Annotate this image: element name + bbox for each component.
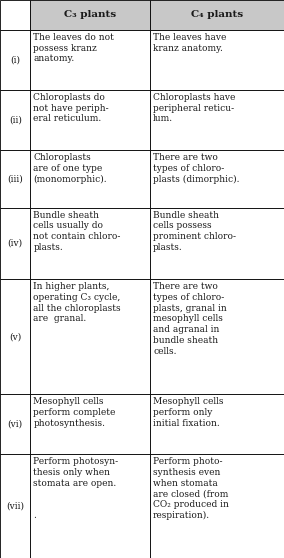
Bar — [30, 30, 150, 90]
Bar — [150, 395, 284, 454]
Bar — [150, 90, 284, 150]
Text: Bundle sheath
cells possess
prominent chloro-
plasts.: Bundle sheath cells possess prominent ch… — [153, 210, 236, 252]
Bar — [150, 208, 284, 279]
Bar — [150, 279, 284, 395]
Text: Mesophyll cells
perform only
initial fixation.: Mesophyll cells perform only initial fix… — [153, 397, 224, 428]
Bar — [30, 0, 150, 30]
Text: Bundle sheath
cells usually do
not contain chloro-
plasts.: Bundle sheath cells usually do not conta… — [34, 210, 121, 252]
Text: (vii): (vii) — [6, 502, 24, 511]
Text: Chloroplasts have
peripheral reticu-
lum.: Chloroplasts have peripheral reticu- lum… — [153, 93, 235, 123]
Bar — [150, 0, 284, 30]
Text: (iv): (iv) — [8, 239, 23, 248]
Bar — [30, 395, 150, 454]
Bar — [0, 90, 30, 150]
Bar — [30, 208, 150, 279]
Text: (ii): (ii) — [9, 116, 22, 124]
Bar — [0, 454, 30, 558]
Text: Mesophyll cells
perform complete
photosynthesis.: Mesophyll cells perform complete photosy… — [34, 397, 116, 428]
Bar — [150, 30, 284, 90]
Text: In higher plants,
operating C₃ cycle,
all the chloroplasts
are  granal.: In higher plants, operating C₃ cycle, al… — [34, 282, 121, 323]
Text: (i): (i) — [10, 55, 20, 65]
Bar — [0, 279, 30, 395]
Bar — [0, 30, 30, 90]
Text: (v): (v) — [9, 332, 21, 341]
Text: (iii): (iii) — [7, 174, 23, 183]
Text: (vi): (vi) — [8, 420, 23, 429]
Text: The leaves do not
possess kranz
anatomy.: The leaves do not possess kranz anatomy. — [34, 33, 114, 64]
Text: Chloroplasts do
not have periph-
eral reticulum.: Chloroplasts do not have periph- eral re… — [34, 93, 109, 123]
Bar — [30, 90, 150, 150]
Text: Chloroplasts
are of one type
(monomorphic).: Chloroplasts are of one type (monomorphi… — [34, 153, 107, 184]
Text: Perform photo-
synthesis even
when stomata
are closed (from
CO₂ produced in
resp: Perform photo- synthesis even when stoma… — [153, 457, 229, 520]
Bar — [0, 0, 30, 30]
Text: Perform photosyn-
thesis only when
stomata are open.


.: Perform photosyn- thesis only when stoma… — [34, 457, 118, 520]
Bar — [0, 395, 30, 454]
Bar — [150, 150, 284, 208]
Bar — [30, 279, 150, 395]
Bar — [150, 454, 284, 558]
Bar — [0, 150, 30, 208]
Bar — [30, 150, 150, 208]
Text: C₄ plants: C₄ plants — [191, 11, 243, 20]
Text: The leaves have
kranz anatomy.: The leaves have kranz anatomy. — [153, 33, 226, 52]
Text: C₃ plants: C₃ plants — [64, 11, 116, 20]
Text: There are two
types of chloro-
plasts, granal in
mesophyll cells
and agranal in
: There are two types of chloro- plasts, g… — [153, 282, 227, 355]
Text: There are two
types of chloro-
plasts (dimorphic).: There are two types of chloro- plasts (d… — [153, 153, 240, 184]
Bar — [30, 454, 150, 558]
Bar — [0, 208, 30, 279]
